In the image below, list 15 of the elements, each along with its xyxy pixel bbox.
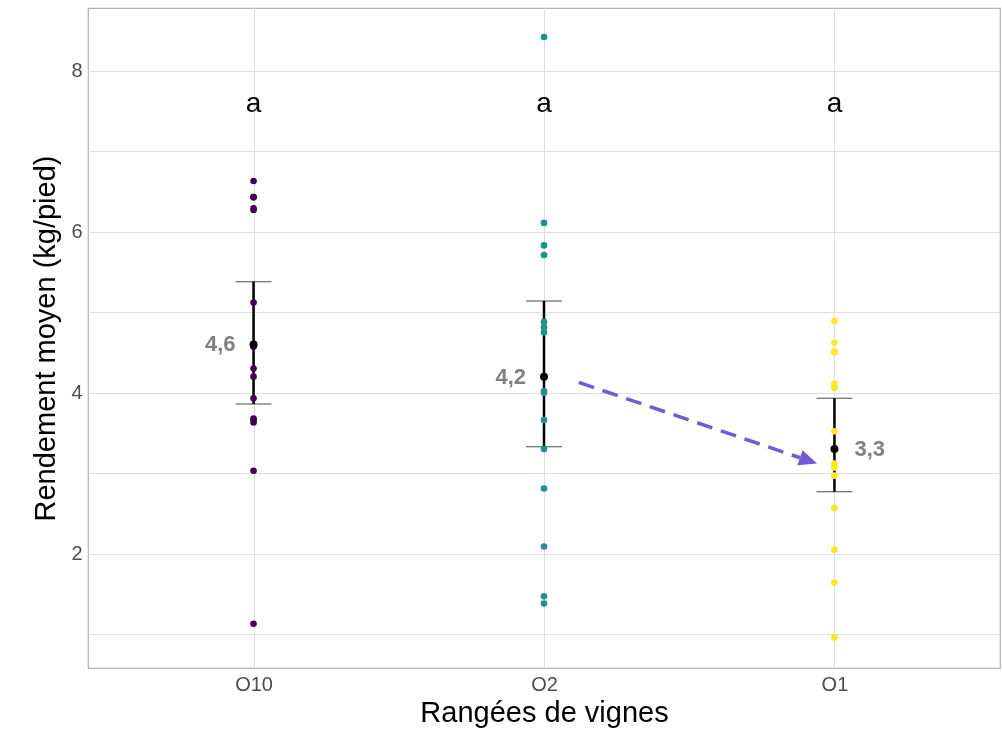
annotation: a <box>826 87 843 118</box>
data-label: 4,6 <box>204 331 236 357</box>
y-tick-label: 6 <box>71 220 83 243</box>
data-label: 3,3 <box>854 436 886 462</box>
x-axis-title: Rangées de vignes <box>420 695 669 728</box>
y-tick-label: 4 <box>71 381 83 404</box>
y-axis-title: Rendement moyen (kg/pied) <box>29 155 62 522</box>
annotation: a <box>245 87 262 118</box>
x-tick-label: O1 <box>821 672 849 695</box>
x-tick-label: O2 <box>531 672 558 695</box>
x-tick-label: O10 <box>235 672 273 695</box>
annotation: a <box>536 87 553 118</box>
y-tick-label: 2 <box>71 542 83 565</box>
data-label: 4,2 <box>495 363 526 389</box>
y-tick-label: 8 <box>71 59 83 82</box>
